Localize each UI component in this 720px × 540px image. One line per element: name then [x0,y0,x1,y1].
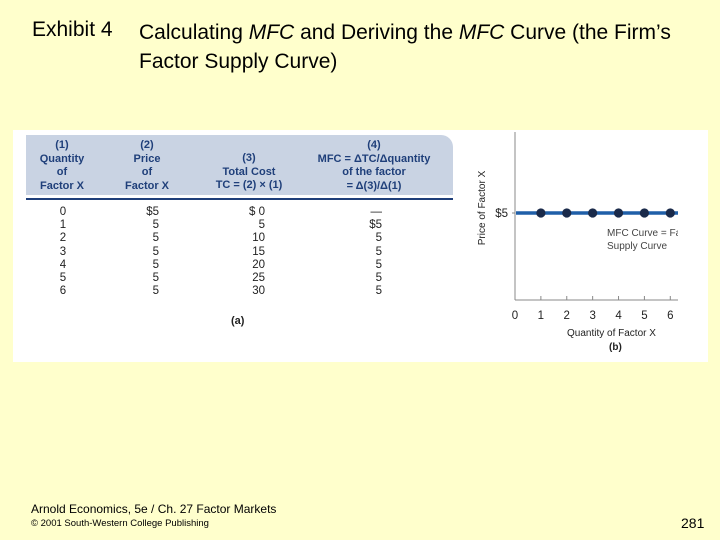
data-point [562,208,572,218]
price-column: $5 5 5 5 5 5 5 [146,206,159,298]
y-tick-label: $5 [495,208,508,220]
x-tick-label: 3 [589,310,595,322]
data-point [613,208,624,218]
header-col2: (2) Price of Factor X [124,139,169,192]
table-header-band [26,135,453,195]
data-point [536,208,546,218]
data-point [665,208,675,218]
header-col4: (4) MFC = ΔTC/Δquantity of the factor = Δ(3… [317,139,431,192]
curve-annotation-line1: MFC Curve = Factor [607,228,678,239]
x-axis-title: Quantity of Factor X [567,328,656,339]
x-tick-label: 2 [564,310,570,322]
header-rule [26,198,453,200]
header-col1: (1) Quantity of Factor X [39,139,85,192]
footer-source: Arnold Economics, 5e / Ch. 27 Factor Mar… [31,502,277,516]
header-col3: (3) Total Cost TC = (2) × (1) [215,152,283,191]
x-tick-label: 4 [615,310,622,322]
x-tick-label: 0 [512,310,518,322]
data-point [588,208,598,218]
total-cost-column: $ 0 5 10 15 20 25 30 [249,206,265,298]
exhibit-label: Exhibit 4 [32,18,113,41]
x-tick-label: 6 [667,310,673,322]
y-axis-title: Price of Factor X [477,170,488,245]
mfc-column: — $5 5 5 5 5 5 [369,206,382,298]
mfc-chart: 0 1 2 3 4 5 6 $5 Price of Factor X MFC Curve = Fa… [477,132,678,353]
table-caption: (a) [231,315,245,327]
exhibit-title: Calculating MFC and Deriving the MFC Cur… [139,21,671,73]
x-tick-label: 5 [641,310,647,322]
footer-copyright: © 2001 South-Western College Publishing [31,518,209,529]
curve-annotation-line2: Supply Curve [607,241,667,252]
chart-caption: (b) [609,342,622,353]
x-tick-label: 1 [538,310,544,322]
page-number: 281 [681,515,705,531]
data-point [639,208,650,218]
exhibit-panel: (1) Quantity of Factor X (2) Price of Factor X… [13,130,708,362]
